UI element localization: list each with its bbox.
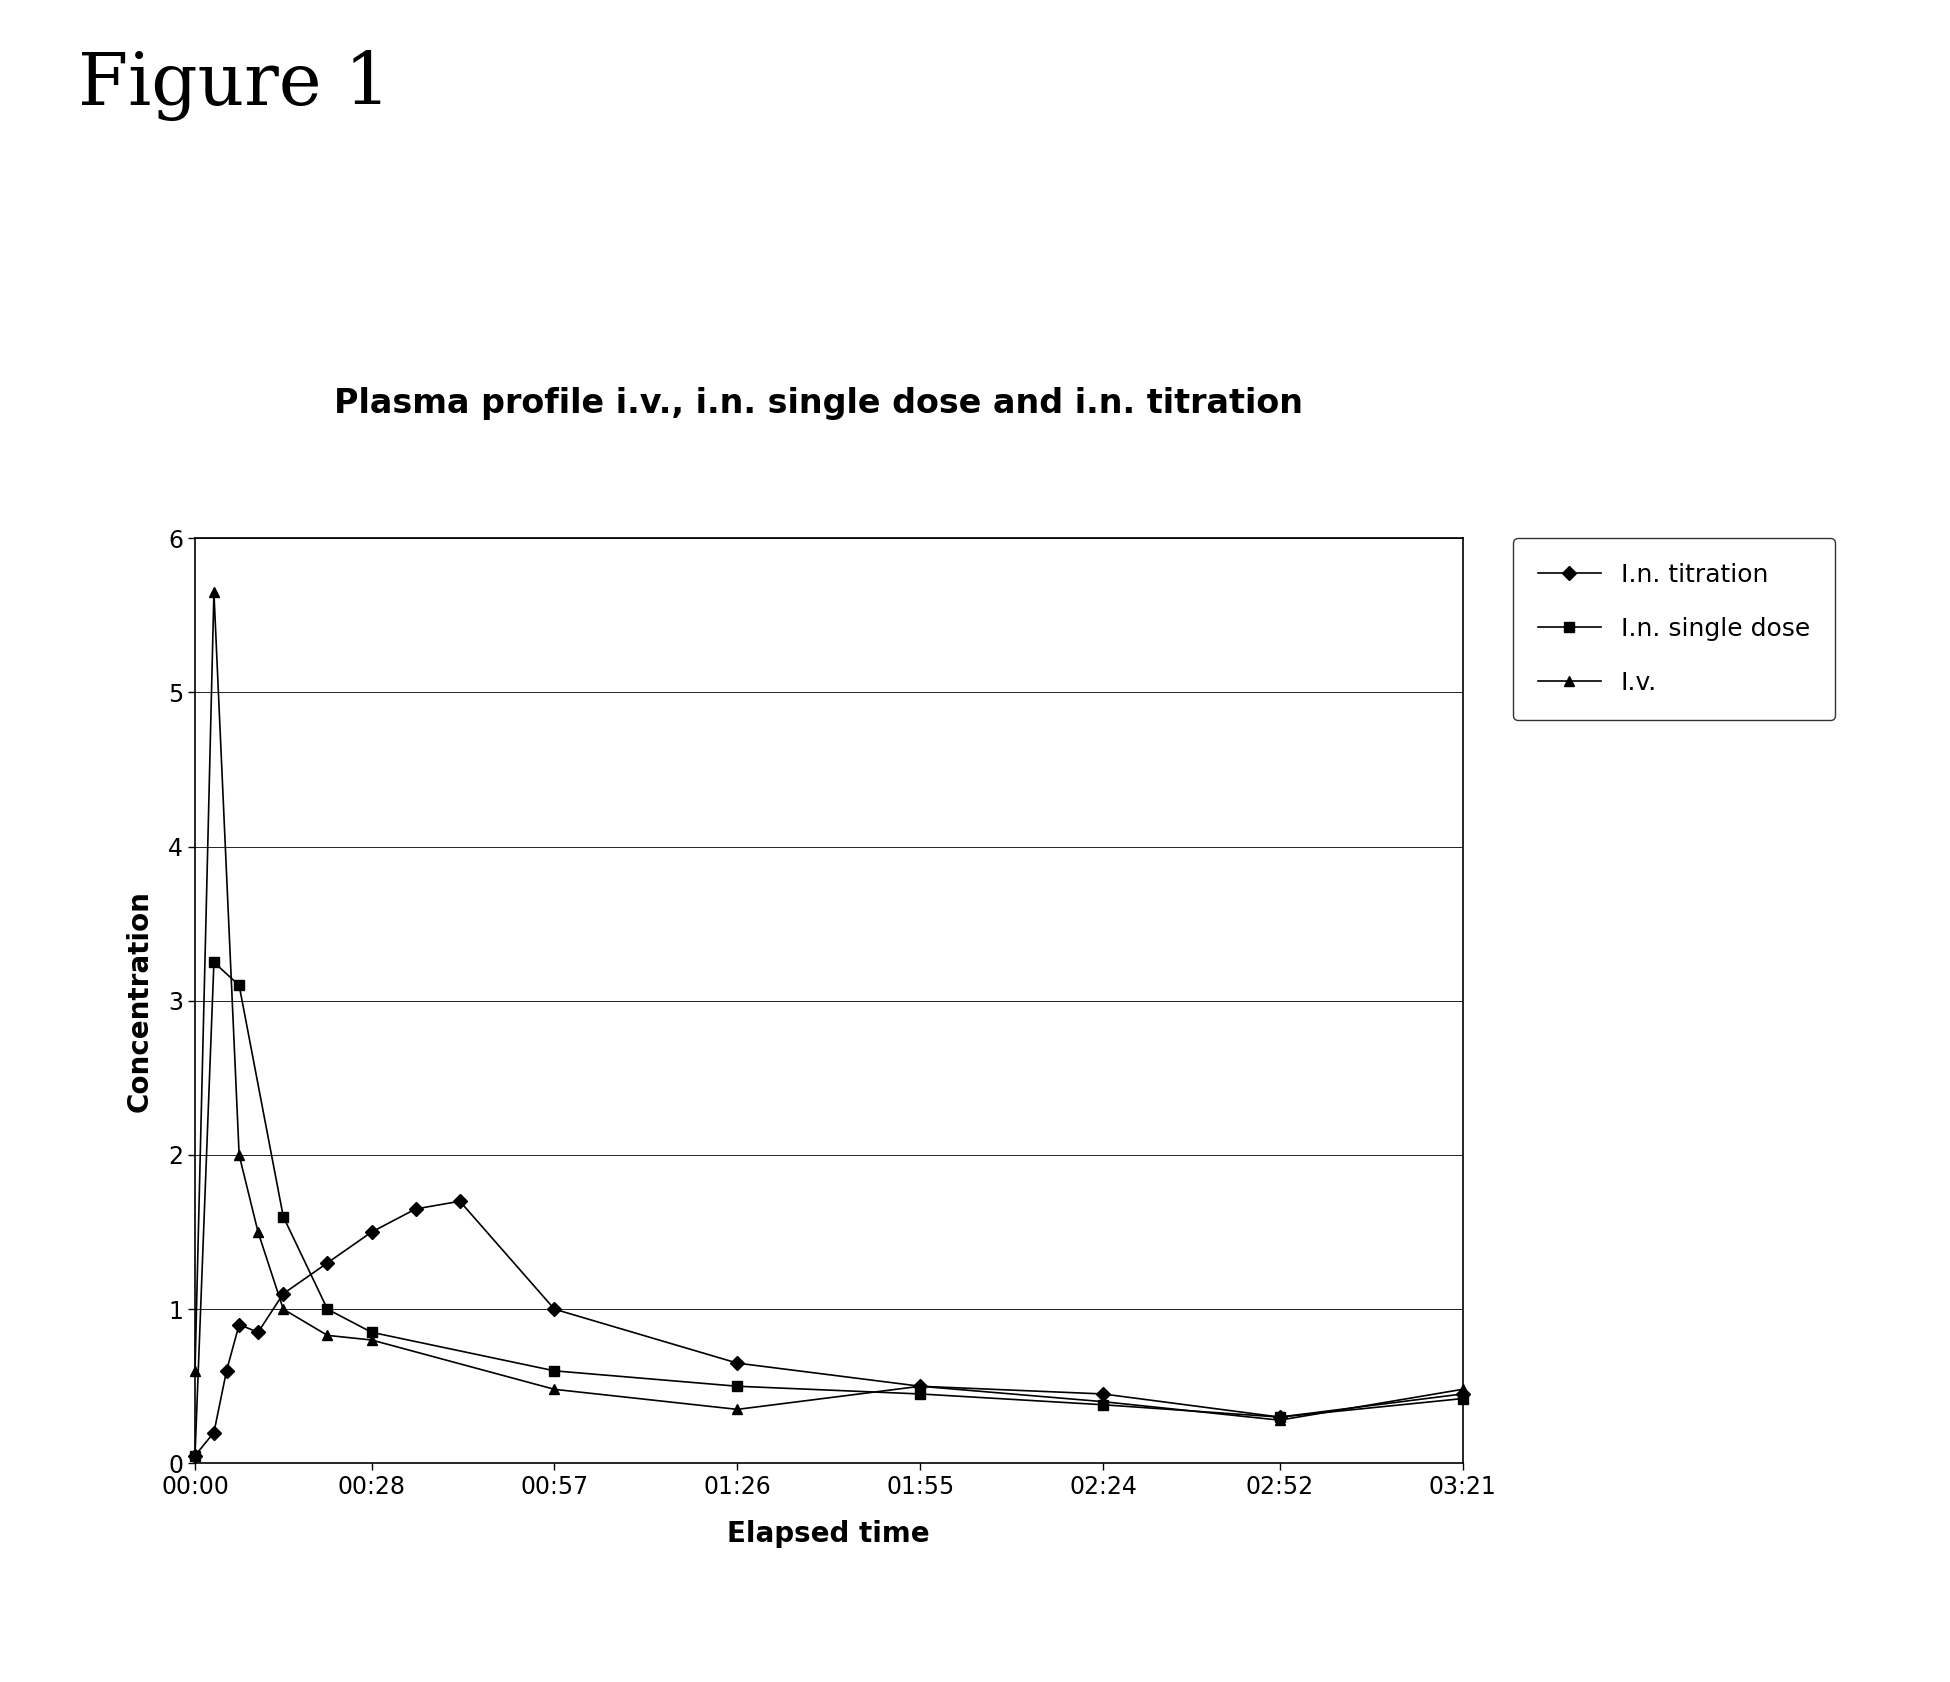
I.n. titration: [361, 1221, 384, 1241]
I.v.: [183, 1361, 207, 1381]
I.n. titration: [542, 1299, 565, 1319]
I.v.: [203, 582, 226, 602]
I.v.: [271, 1299, 294, 1319]
Y-axis label: Concentration: Concentration: [127, 890, 154, 1112]
I.n. single dose: [271, 1206, 294, 1226]
I.n. titration: [909, 1376, 932, 1396]
Line: I.n. single dose: I.n. single dose: [191, 957, 1466, 1460]
I.v.: [1268, 1410, 1291, 1430]
I.n. single dose: [183, 1445, 207, 1465]
I.n. single dose: [725, 1376, 749, 1396]
I.n. single dose: [361, 1322, 384, 1342]
I.n. single dose: [1451, 1389, 1474, 1410]
I.n. single dose: [203, 952, 226, 972]
I.n. single dose: [316, 1299, 339, 1319]
Line: I.v.: I.v.: [191, 587, 1466, 1425]
I.v.: [246, 1221, 269, 1241]
I.n. single dose: [909, 1384, 932, 1404]
I.n. titration: [228, 1315, 252, 1336]
I.n. titration: [183, 1445, 207, 1465]
I.n. titration: [448, 1191, 472, 1211]
I.v.: [1451, 1379, 1474, 1399]
I.n. titration: [214, 1361, 238, 1381]
I.n. titration: [271, 1283, 294, 1304]
I.v.: [909, 1376, 932, 1396]
I.v.: [228, 1145, 252, 1166]
I.n. titration: [1268, 1406, 1291, 1426]
Text: Figure 1: Figure 1: [78, 50, 390, 121]
Line: I.n. titration: I.n. titration: [191, 1196, 1466, 1460]
I.v.: [725, 1399, 749, 1420]
I.n. single dose: [1268, 1406, 1291, 1426]
I.n. single dose: [228, 976, 252, 996]
I.n. titration: [1092, 1384, 1115, 1404]
I.n. titration: [404, 1199, 427, 1219]
X-axis label: Elapsed time: Elapsed time: [727, 1521, 930, 1547]
I.n. titration: [246, 1322, 269, 1342]
I.n. titration: [203, 1423, 226, 1443]
I.v.: [316, 1325, 339, 1346]
I.n. titration: [316, 1253, 339, 1273]
I.v.: [1092, 1391, 1115, 1411]
I.n. titration: [725, 1352, 749, 1373]
I.v.: [542, 1379, 565, 1399]
Text: Plasma profile i.v., i.n. single dose and i.n. titration: Plasma profile i.v., i.n. single dose an…: [335, 387, 1303, 420]
I.n. single dose: [542, 1361, 565, 1381]
I.n. single dose: [1092, 1394, 1115, 1415]
Legend: I.n. titration, I.n. single dose, I.v.: I.n. titration, I.n. single dose, I.v.: [1513, 538, 1835, 720]
I.v.: [361, 1330, 384, 1351]
I.n. titration: [1451, 1384, 1474, 1404]
